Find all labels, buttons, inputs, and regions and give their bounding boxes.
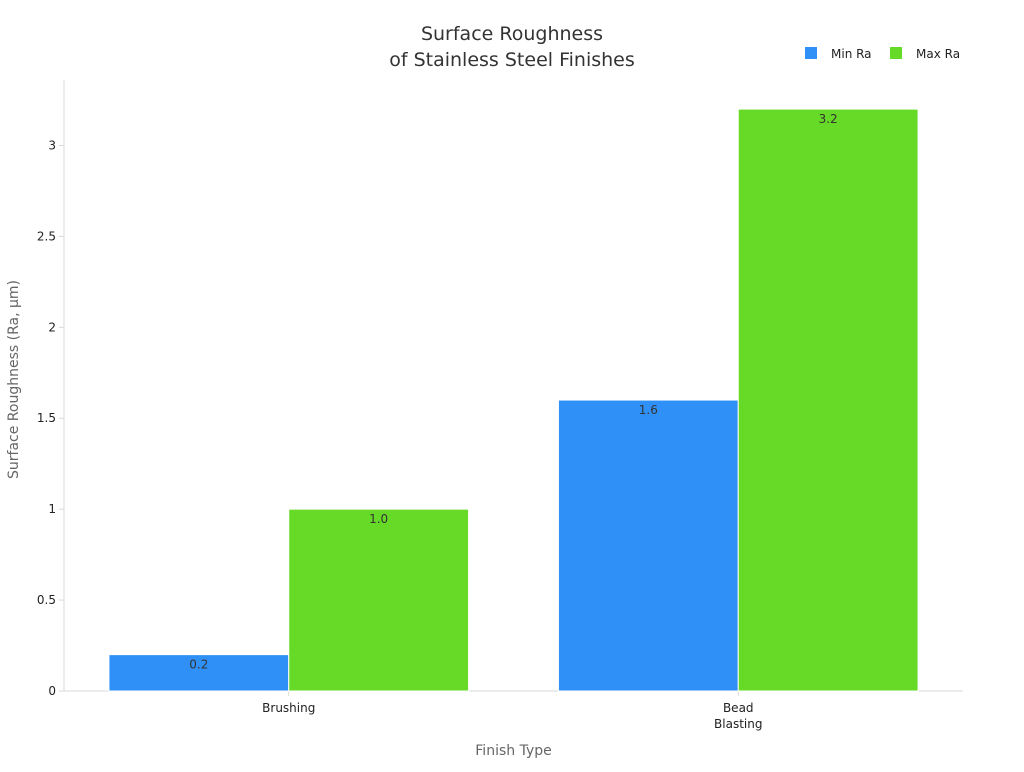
- legend-swatch-min-ra: [805, 47, 817, 59]
- chart-data-labels: 0.2 1.0 1.6 3.2: [189, 112, 837, 672]
- chart-title-line: Surface Roughness: [421, 23, 603, 45]
- bar-data-label: 1.0: [369, 512, 388, 526]
- x-axis-title: Finish Type: [475, 743, 551, 759]
- chart-title: Surface Roughness of Stainless Steel Fini…: [389, 23, 635, 71]
- chart-bars: [108, 108, 919, 692]
- x-tick-label: Bead: [723, 701, 754, 715]
- bar-min-ra-brushing: [108, 654, 290, 692]
- y-tick-label: 0.5: [37, 593, 56, 607]
- y-axis-title: Surface Roughness (Ra, μm): [6, 280, 22, 479]
- y-tick-label: 1.5: [37, 411, 56, 425]
- legend-swatch-max-ra: [890, 47, 902, 59]
- legend-label-min-ra: Min Ra: [831, 47, 872, 61]
- y-tick-label: 3: [48, 138, 56, 152]
- chart-axes: 0 0.5 1 1.5 2 2.5 3 Surface Roughness (Ra, μm) F…: [6, 80, 963, 759]
- y-tick-label: 1: [48, 502, 56, 516]
- bar-max-ra-brushing: [288, 508, 470, 692]
- bar-data-label: 3.2: [819, 112, 838, 126]
- bar-data-label: 0.2: [189, 658, 208, 672]
- y-tick-label: 2.5: [37, 229, 56, 243]
- y-tick-label: 2: [48, 320, 56, 334]
- bar-max-ra-bead-blasting: [737, 108, 919, 692]
- x-tick-label: Brushing: [262, 701, 315, 715]
- chart-legend: Min Ra Max Ra: [805, 47, 960, 61]
- y-tick-label: 0: [48, 684, 56, 698]
- bar-min-ra-bead-blasting: [557, 399, 739, 692]
- legend-label-max-ra: Max Ra: [916, 47, 960, 61]
- x-tick-label: Blasting: [714, 717, 762, 731]
- bar-data-label: 1.6: [639, 403, 658, 417]
- chart-title-line: of Stainless Steel Finishes: [389, 49, 635, 71]
